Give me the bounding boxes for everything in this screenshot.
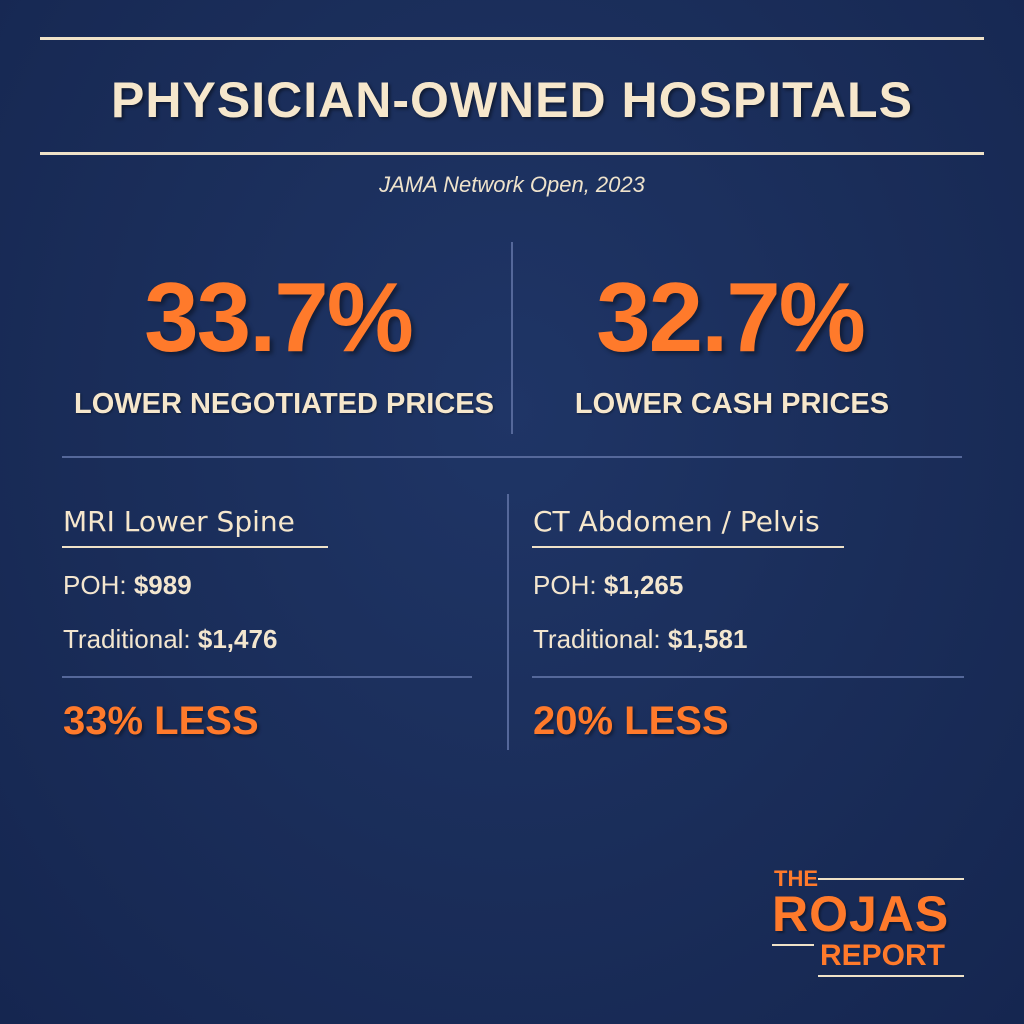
rojas-report-logo: THE ROJAS REPORT	[764, 862, 970, 982]
poh-label: POH:	[533, 570, 597, 600]
stat-negotiated-label: LOWER NEGOTIATED PRICES	[74, 388, 494, 420]
logo-the: THE	[774, 866, 818, 891]
card-ct-heading-underline	[532, 546, 844, 548]
header-bottom-rule	[40, 152, 984, 155]
logo-rojas: ROJAS	[772, 886, 950, 942]
poh-label: POH:	[63, 570, 127, 600]
card-ct-traditional-row: Traditional: $1,581	[533, 620, 747, 658]
stats-divider	[511, 242, 513, 434]
card-ct-divider	[532, 676, 964, 678]
card-mri-difference: 33% LESS	[63, 699, 259, 743]
card-mri-traditional-row: Traditional: $1,476	[63, 620, 277, 658]
card-mri-heading: MRI Lower Spine	[63, 505, 295, 538]
stat-cash-value: 32.7%	[596, 262, 866, 372]
logo-top-rule	[818, 878, 964, 880]
stat-cash-label: LOWER CASH PRICES	[574, 388, 890, 420]
header-top-rule	[40, 37, 984, 40]
card-ct-heading: CT Abdomen / Pelvis	[533, 505, 820, 538]
section-divider	[62, 456, 962, 458]
card-ct-poh-row: POH: $1,265	[533, 566, 683, 604]
card-mri-poh-row: POH: $989	[63, 566, 192, 604]
poh-value: $989	[133, 570, 192, 600]
logo-report: REPORT	[820, 939, 946, 972]
card-mri-divider	[62, 676, 472, 678]
page-title: PHYSICIAN-OWNED HOSPITALS	[111, 72, 913, 128]
logo-mid-rule	[772, 944, 814, 946]
traditional-value: $1,476	[197, 624, 278, 654]
card-ct-difference: 20% LESS	[533, 699, 729, 743]
poh-value: $1,265	[603, 570, 684, 600]
logo-bottom-rule	[818, 975, 964, 977]
card-mri-heading-underline	[62, 546, 328, 548]
cards-divider	[507, 494, 509, 750]
source-citation: JAMA Network Open, 2023	[379, 172, 645, 197]
traditional-value: $1,581	[667, 624, 748, 654]
traditional-label: Traditional:	[533, 624, 661, 654]
stat-negotiated-value: 33.7%	[144, 262, 414, 372]
traditional-label: Traditional:	[63, 624, 191, 654]
